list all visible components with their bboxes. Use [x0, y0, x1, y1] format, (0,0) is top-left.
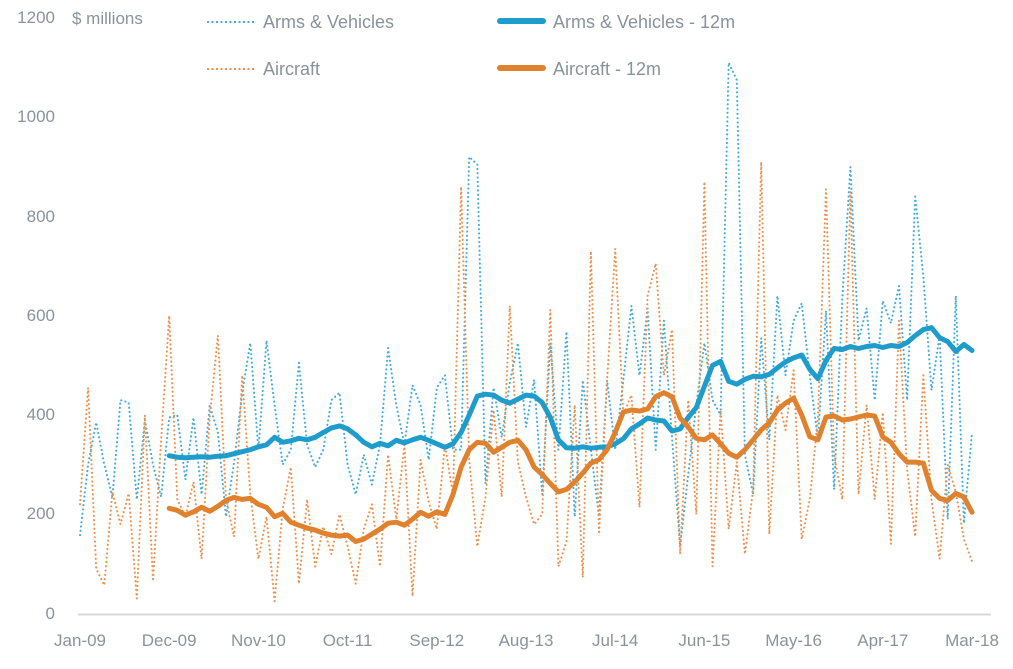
x-tick-label: Nov-10 — [230, 631, 286, 650]
legend-label-aircraft-12m: Aircraft - 12m — [553, 59, 662, 79]
x-tick-label: Dec-09 — [141, 631, 197, 650]
arms-vehicles-dotted-swatch-icon — [207, 21, 256, 23]
series-arms-vehicles-12m — [166, 325, 975, 461]
series-aircraft-12m — [166, 390, 975, 544]
y-tick-label: 0 — [45, 603, 55, 623]
x-tick-label: Jun-15 — [678, 631, 731, 650]
y-tick-label: 400 — [26, 405, 55, 424]
x-tick-label: Mar-18 — [945, 631, 999, 650]
x-tick-label: May-16 — [765, 631, 822, 650]
aircraft-solid-swatch-icon — [497, 65, 546, 71]
series-arms-vehicles — [78, 61, 974, 548]
y-tick-label: 1000 — [17, 107, 55, 127]
x-tick-label: Sep-12 — [409, 631, 465, 650]
x-tick-label: Oct-11 — [322, 631, 373, 650]
x-tick-label: Jul-14 — [592, 631, 639, 650]
arms-vehicles-solid-swatch-icon — [497, 18, 546, 24]
legend-label-arms-vehicles-12m: Arms & Vehicles - 12m — [553, 12, 736, 32]
aircraft-dotted-swatch-icon — [207, 68, 256, 70]
x-tick-label: Aug-13 — [498, 631, 554, 650]
unit-label: $ millions — [72, 9, 143, 28]
legend-label-arms-vehicles: Arms & Vehicles — [263, 12, 395, 32]
series-aircraft — [78, 160, 974, 603]
legend-label-aircraft: Aircraft — [263, 59, 321, 79]
y-tick-label: 1200 — [17, 8, 55, 27]
y-tick-label: 200 — [26, 504, 55, 524]
x-tick-label: Apr-17 — [857, 631, 909, 650]
y-tick-label: 800 — [26, 206, 55, 226]
y-tick-label: 600 — [26, 305, 55, 325]
x-tick-label: Jan-09 — [54, 631, 106, 650]
